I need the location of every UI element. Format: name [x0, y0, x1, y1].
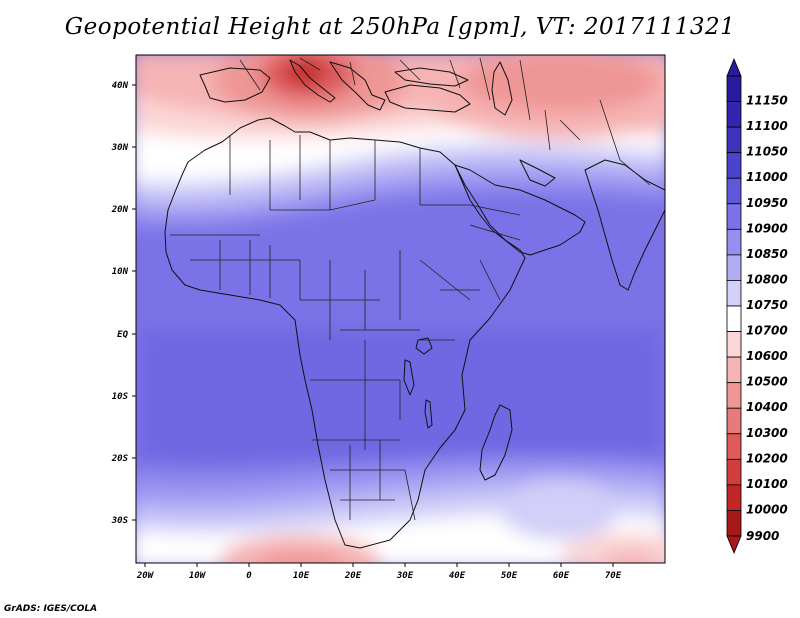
balkans-coastline — [329, 61, 386, 111]
colorbar-label: 10400 — [746, 400, 788, 414]
lon-label-40e: 40E — [449, 571, 466, 581]
colorbar-label: 10500 — [746, 375, 788, 389]
lake-malawi-coastline — [424, 399, 433, 429]
credit-text: GrADS: IGES/COLA — [4, 604, 98, 614]
field-ridge-southeast — [500, 480, 620, 540]
lon-label-0: 0 — [246, 571, 252, 581]
colorbar-swatch — [726, 152, 742, 179]
colorbar-label: 10300 — [746, 426, 788, 440]
colorbar-swatch — [726, 331, 742, 358]
border-lines-south — [312, 439, 416, 521]
colorbar-label: 10950 — [746, 196, 788, 210]
field-south-trough-west-core — [256, 552, 344, 563]
lon-label-60e: 60E — [553, 571, 570, 581]
colorbar-swatch — [726, 75, 742, 102]
colorbar-label: 10750 — [746, 298, 788, 312]
lat-label-10s: 10S — [112, 392, 129, 402]
colorbar-swatch — [726, 101, 742, 128]
border-lines-europe-asia — [239, 57, 651, 186]
lon-label-30e: 30E — [396, 571, 414, 581]
lon-label-50e: 50E — [501, 571, 518, 581]
africa-coastline — [164, 117, 526, 549]
lat-label-40n: 40N — [112, 81, 129, 91]
colorbar-label: 10900 — [746, 221, 788, 235]
colorbar-label: 9900 — [746, 529, 779, 543]
lake-tanganyika-coastline — [403, 359, 415, 396]
black-sea-coastline — [394, 67, 469, 87]
lat-label-20n: 20N — [111, 205, 129, 215]
colorbar-swatch — [726, 203, 742, 230]
arabian-peninsula-coastline — [454, 164, 586, 256]
colorbar-label: 11050 — [746, 145, 788, 159]
colorbar-label: 10700 — [746, 324, 788, 338]
lon-label-70e: 70E — [605, 571, 622, 581]
iberia-coastline — [199, 67, 271, 103]
madagascar-coastline — [479, 404, 513, 481]
colorbar-label: 10000 — [746, 502, 788, 516]
colorbar-swatch — [726, 356, 742, 384]
lat-label-10n: 10N — [112, 267, 129, 277]
colorbar-swatch — [726, 484, 742, 511]
colorbar-label: 11000 — [746, 170, 788, 184]
plot-frame — [135, 54, 666, 564]
lat-label-30n: 30N — [111, 143, 129, 153]
colorbar-label: 10850 — [746, 247, 788, 261]
height-field — [136, 55, 665, 563]
colorbar-swatch — [726, 177, 742, 205]
colorbar-label: 11100 — [746, 119, 788, 133]
colorbar-swatch — [726, 510, 742, 537]
colorbar-swatch — [726, 126, 742, 154]
lon-label-10w: 10W — [189, 571, 207, 581]
colorbar-label: 10600 — [746, 349, 788, 363]
colorbar-label: 10100 — [746, 477, 788, 491]
border-lines-west — [170, 234, 301, 300]
lat-label-eq: EQ — [117, 330, 128, 340]
lon-label-20e: 20E — [344, 571, 362, 581]
persian-gulf-coastline — [519, 159, 556, 187]
colorbar-swatch — [726, 228, 742, 256]
lon-axis: 20W 10W 0 10E 20E 30E 40E 50E 60E 70E — [136, 563, 622, 581]
colorbar-swatch — [726, 382, 742, 409]
border-lines-north — [229, 135, 470, 211]
colorbar: 11150 11100 11050 11000 10950 10900 10850 10800… — [726, 57, 788, 555]
lon-label-10e: 10E — [293, 571, 310, 581]
lake-victoria-coastline — [415, 337, 433, 355]
field-east-med — [460, 55, 660, 112]
colorbar-swatch — [726, 433, 742, 460]
field-south-trough-west — [220, 535, 380, 563]
lat-label-20s: 20S — [111, 454, 129, 464]
colorbar-label: 11150 — [746, 94, 788, 108]
border-lines-central — [300, 250, 471, 450]
political-borders — [170, 57, 651, 521]
map-title: Geopotential Height at 250hPa [gpm], VT:… — [64, 14, 736, 40]
anatolia-coastline — [384, 84, 471, 113]
lon-label-20w: 20W — [136, 571, 155, 581]
colorbar-arrow-bottom — [726, 535, 742, 555]
italy-coastline — [289, 59, 336, 103]
caspian-sea-coastline — [491, 61, 513, 116]
colorbar-swatch — [726, 280, 742, 307]
border-lines-east — [420, 204, 521, 341]
lat-label-30s: 30S — [111, 516, 129, 526]
colorbar-swatch — [726, 305, 742, 332]
colorbar-swatch — [726, 458, 742, 486]
lat-axis: 40N 30N 20N 10N EQ 10S 20S 30S — [111, 81, 136, 526]
colorbar-label: 10200 — [746, 451, 788, 465]
colorbar-label: 10800 — [746, 272, 788, 286]
colorbar-swatch — [726, 254, 742, 281]
colorbar-arrow-top — [726, 57, 742, 77]
colorbar-swatch — [726, 407, 742, 435]
field-south-trough-east-core — [600, 550, 660, 563]
